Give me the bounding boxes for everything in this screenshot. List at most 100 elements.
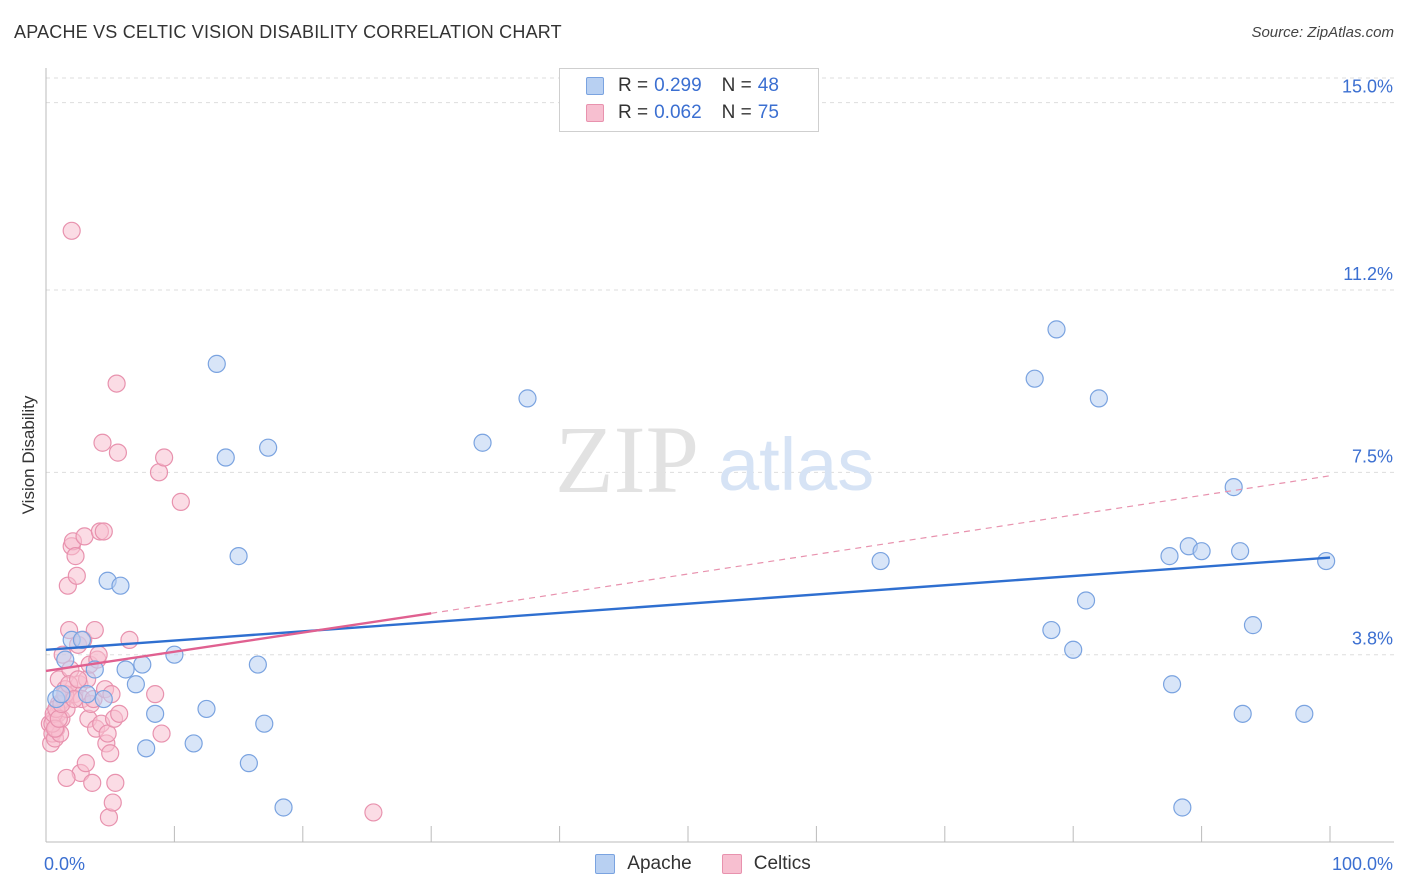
apache-point xyxy=(1192,542,1211,561)
apache-point xyxy=(473,433,492,452)
apache-point xyxy=(77,685,97,704)
bottom-legend-swatch-celtic xyxy=(721,854,742,874)
apache-point xyxy=(116,660,135,679)
apache-point xyxy=(1233,704,1252,723)
legend-swatch-celtic xyxy=(586,104,604,122)
apache-point xyxy=(94,689,113,709)
celtic-point xyxy=(110,704,129,723)
legend-apache-r-label: R = xyxy=(618,75,649,96)
watermark: ZIP atlas xyxy=(555,406,874,513)
apache-point xyxy=(72,630,92,650)
legend-apache-n-value: 48 xyxy=(757,75,779,96)
celtic-point xyxy=(120,630,139,650)
apache-trendline xyxy=(45,556,1331,651)
apache-point xyxy=(1295,704,1314,723)
apache-point xyxy=(1076,591,1096,610)
legend-box: R = 0.299 N = 48 R = 0.062 N = 75 xyxy=(559,68,819,132)
apache-point xyxy=(229,547,248,566)
legend-celtic-n-label: N = xyxy=(721,102,752,123)
bottom-legend-celtic-label: Celtics xyxy=(753,853,811,874)
legend-celtic-r-value: 0.062 xyxy=(654,102,702,123)
apache-point xyxy=(1243,616,1263,635)
celtic-trendline-extension xyxy=(431,475,1331,614)
bottom-legend-apache-label: Apache xyxy=(627,853,692,874)
apache-point xyxy=(1042,620,1061,640)
celtic-point xyxy=(101,744,120,763)
y-tick-label: 15.0% xyxy=(1342,77,1393,97)
y-tick-label: 3.8% xyxy=(1352,629,1393,649)
celtic-point xyxy=(62,221,81,240)
apache-point xyxy=(518,389,537,408)
y-axis-label: Vision Disability xyxy=(19,395,38,514)
apache-point xyxy=(56,650,75,669)
celtic-point xyxy=(75,527,94,546)
legend-celtic-n-value: 75 xyxy=(757,102,779,123)
apache-point xyxy=(52,685,71,704)
chart-title: APACHE VS CELTIC VISION DISABILITY CORRE… xyxy=(14,22,562,42)
apache-point xyxy=(207,354,226,373)
apache-point xyxy=(137,739,156,758)
apache-point xyxy=(1089,389,1108,408)
celtic-point xyxy=(93,433,112,452)
apache-point xyxy=(197,699,216,719)
y-tick-label: 7.5% xyxy=(1352,446,1393,466)
apache-point xyxy=(1231,542,1250,561)
celtic-point xyxy=(152,724,171,743)
apache-point xyxy=(1224,478,1243,497)
apache-point xyxy=(1173,798,1192,817)
bottom-legend-apache: Apache xyxy=(595,850,692,878)
celtic-point xyxy=(146,685,165,704)
celtic-point xyxy=(76,754,95,773)
apache-point xyxy=(1047,320,1066,339)
apache-point xyxy=(1064,640,1083,659)
celtic-point xyxy=(83,773,102,792)
x-tick-label-min: 0.0% xyxy=(44,854,85,874)
trendlines xyxy=(45,475,1331,673)
apache-point xyxy=(126,675,145,694)
legend-row-celtic: R = 0.062 N = 75 xyxy=(586,100,779,126)
legend-apache-n-label: N = xyxy=(721,75,752,96)
celtic-point xyxy=(364,803,383,822)
celtic-point xyxy=(66,547,85,566)
celtic-point xyxy=(49,709,68,728)
celtics-series xyxy=(40,221,383,827)
source-label: Source: ZipAtlas.com xyxy=(1251,24,1394,41)
celtic-point xyxy=(108,443,128,462)
x-tick-label-max: 100.0% xyxy=(1332,854,1393,874)
apache-point xyxy=(146,704,165,723)
legend-swatch-apache xyxy=(586,77,604,95)
celtic-trendline xyxy=(45,612,432,673)
celtic-point xyxy=(106,773,125,792)
celtic-point xyxy=(57,768,76,788)
apache-point xyxy=(239,754,258,773)
apache-point xyxy=(184,734,203,753)
y-tick-label: 11.2% xyxy=(1343,264,1393,284)
apache-point xyxy=(1162,675,1182,694)
apache-point xyxy=(111,576,130,595)
apache-point xyxy=(1160,547,1179,566)
celtic-point xyxy=(107,374,126,393)
apache-point xyxy=(165,645,184,664)
apache-point xyxy=(1317,551,1336,571)
apache-point xyxy=(1025,369,1044,388)
bottom-legend-swatch-apache xyxy=(595,854,616,874)
bottom-legend: Apache Celtics xyxy=(0,850,1406,878)
legend-celtic-r-label: R = xyxy=(618,102,649,123)
celtic-point xyxy=(68,670,88,689)
celtic-point xyxy=(171,492,190,511)
apache-point xyxy=(871,551,890,571)
legend-row-apache: R = 0.299 N = 48 xyxy=(586,73,779,99)
bottom-legend-celtic: Celtics xyxy=(721,850,811,878)
apache-point xyxy=(216,448,235,467)
celtic-point xyxy=(94,522,113,541)
legend-apache-r-value: 0.299 xyxy=(654,75,702,96)
apache-point xyxy=(274,798,293,817)
celtic-point xyxy=(103,793,122,812)
watermark-atlas: atlas xyxy=(718,423,874,506)
celtic-point xyxy=(85,620,104,640)
apache-point xyxy=(259,438,278,457)
watermark-zip: ZIP xyxy=(555,406,699,513)
apache-point xyxy=(248,655,267,674)
apache-series xyxy=(47,320,1336,817)
